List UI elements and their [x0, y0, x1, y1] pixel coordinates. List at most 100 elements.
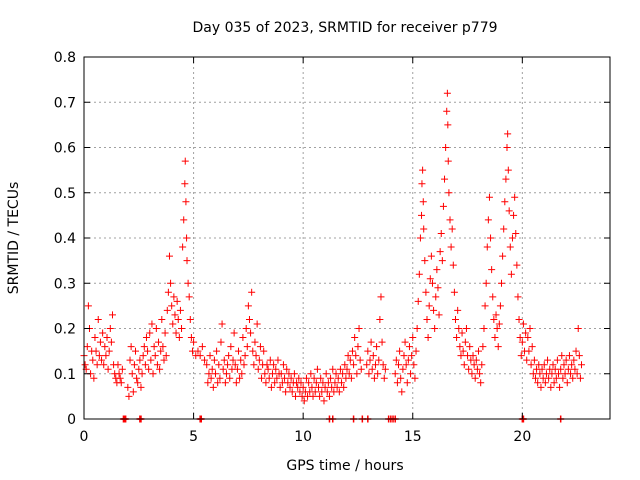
data-point [324, 379, 332, 387]
data-point [336, 365, 344, 373]
data-point [480, 325, 488, 332]
data-point [414, 297, 422, 305]
data-point [445, 189, 453, 197]
x-tick-label: 5 [189, 429, 198, 445]
data-point [94, 315, 102, 323]
data-point [244, 302, 252, 310]
data-point [573, 370, 581, 378]
data-point [265, 374, 273, 382]
data-point [560, 361, 568, 369]
data-point [215, 361, 223, 369]
data-point [571, 365, 579, 373]
data-point [98, 356, 106, 364]
data-point [472, 356, 480, 364]
data-point [279, 361, 287, 369]
data-point [90, 374, 98, 382]
data-point [481, 302, 489, 310]
data-point [150, 343, 158, 351]
data-point [479, 343, 487, 351]
data-point [266, 356, 274, 364]
data-point [405, 343, 413, 351]
data-point [485, 193, 493, 201]
data-point [101, 343, 109, 351]
data-point [399, 365, 407, 373]
data-point [436, 248, 444, 256]
data-point [229, 356, 237, 364]
data-point [426, 275, 434, 283]
data-point [335, 388, 343, 396]
data-point [424, 334, 432, 342]
data-point [393, 379, 401, 387]
data-point [418, 180, 426, 188]
data-point [264, 365, 272, 373]
data-point [325, 392, 333, 400]
data-point [271, 379, 279, 387]
data-point [498, 279, 506, 287]
data-point [307, 370, 315, 378]
y-axis: 0 0.1 0.2 0.3 0.4 0.5 0.6 0.7 0.8 [54, 50, 610, 428]
data-point [206, 352, 214, 360]
data-point [523, 356, 531, 364]
data-point [165, 252, 173, 260]
data-point [252, 352, 260, 360]
data-point [357, 365, 365, 373]
data-point [373, 343, 381, 351]
grid-lines [84, 57, 610, 419]
data-point [506, 243, 514, 251]
data-point [210, 356, 218, 364]
data-point [516, 334, 524, 342]
data-point [329, 365, 337, 373]
data-point [457, 352, 465, 360]
data-point [447, 243, 455, 251]
data-point [183, 257, 191, 265]
data-point [117, 379, 125, 387]
data-point [443, 107, 451, 115]
data-point [203, 361, 211, 369]
data-point [108, 311, 116, 319]
data-point [487, 234, 495, 242]
data-point [376, 315, 384, 323]
data-point [375, 356, 383, 364]
data-point [118, 365, 126, 373]
data-point [483, 243, 491, 251]
data-point [295, 374, 303, 382]
data-point [469, 352, 477, 360]
data-point [187, 334, 195, 342]
data-point [401, 338, 409, 346]
data-point [274, 356, 282, 364]
data-point [468, 370, 476, 378]
data-point [160, 356, 168, 364]
data-point [439, 202, 447, 210]
data-point [95, 352, 103, 360]
data-point [552, 374, 560, 382]
y-tick-label: 0.5 [54, 186, 76, 202]
data-point [572, 347, 580, 355]
data-point [317, 374, 325, 382]
data-point [99, 329, 107, 337]
data-point [127, 343, 135, 351]
data-point [258, 374, 266, 382]
data-point [450, 288, 458, 296]
data-point [167, 279, 175, 287]
data-point [547, 383, 555, 391]
data-point [302, 374, 310, 382]
data-point [526, 325, 534, 332]
data-point [149, 370, 157, 378]
data-point [404, 356, 412, 364]
data-point [477, 379, 485, 387]
data-point [428, 279, 436, 287]
data-point [431, 325, 439, 332]
data-point [132, 347, 140, 355]
data-point [442, 144, 450, 151]
data-point [145, 365, 153, 373]
data-point [134, 379, 142, 387]
data-point [456, 343, 464, 351]
data-point [170, 293, 178, 301]
data-point [260, 347, 268, 355]
data-point [380, 374, 388, 382]
data-point [91, 334, 99, 342]
data-point [239, 334, 247, 342]
data-point [331, 379, 339, 387]
data-point [172, 329, 180, 337]
data-point [435, 311, 443, 319]
